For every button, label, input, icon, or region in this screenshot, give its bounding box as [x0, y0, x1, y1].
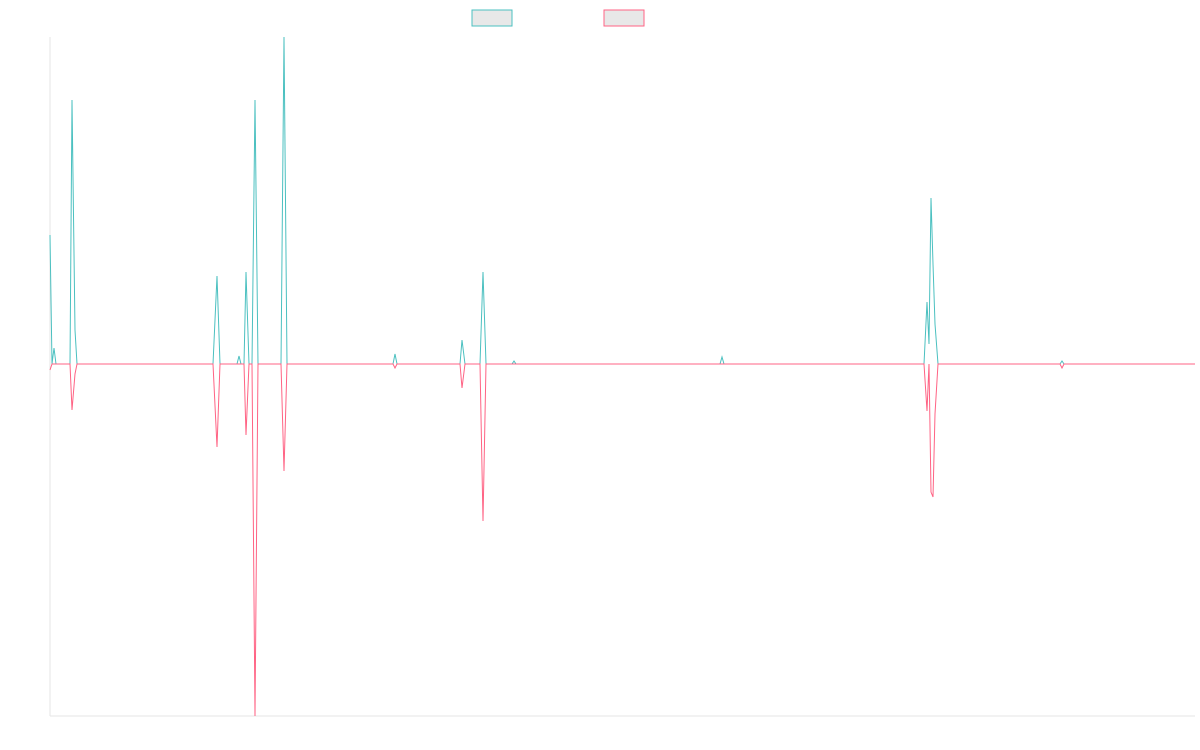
- series-line: [49, 363, 1195, 717]
- legend-swatch: [471, 9, 513, 27]
- series-line: [49, 36, 1195, 365]
- legend-swatch: [603, 9, 645, 27]
